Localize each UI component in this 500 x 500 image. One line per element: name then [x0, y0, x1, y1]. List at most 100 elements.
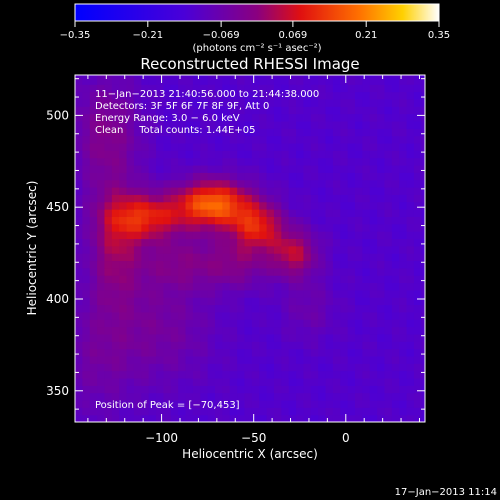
- heatmap-cell: [391, 348, 400, 357]
- heatmap-cell: [192, 216, 201, 225]
- heatmap-cell: [207, 363, 216, 372]
- heatmap-cell: [406, 135, 415, 144]
- heatmap-cell: [222, 297, 231, 306]
- heatmap-cell: [421, 326, 425, 335]
- heatmap-cell: [266, 348, 275, 357]
- heatmap-cell: [413, 333, 422, 342]
- heatmap-cell: [215, 150, 223, 159]
- heatmap-cell: [251, 106, 260, 115]
- heatmap-cell: [421, 260, 425, 269]
- heatmap-cell: [163, 304, 172, 313]
- heatmap-cell: [178, 333, 187, 342]
- heatmap-cell: [148, 194, 157, 203]
- heatmap-cell: [229, 333, 238, 342]
- heatmap-cell: [391, 238, 400, 247]
- heatmap-cell: [89, 216, 98, 225]
- heatmap-cell: [82, 341, 91, 350]
- heatmap-cell: [215, 186, 223, 195]
- heatmap-cell: [399, 135, 408, 144]
- observation-info: 11−Jan−2013 21:40:56.000 to 21:44:38.000…: [95, 89, 319, 136]
- heatmap-cell: [170, 238, 179, 247]
- heatmap-cell: [281, 150, 290, 159]
- heatmap-cell: [75, 91, 83, 100]
- heatmap-cell: [111, 333, 120, 342]
- heatmap-cell: [163, 238, 172, 247]
- heatmap-cell: [82, 267, 91, 276]
- heatmap-cell: [141, 407, 150, 416]
- footer-timestamp: 17−Jan−2013 11:14: [395, 487, 497, 498]
- heatmap-cell: [421, 245, 425, 254]
- heatmap-cell: [332, 392, 341, 401]
- heatmap-cell: [215, 399, 223, 408]
- heatmap-cell: [89, 106, 98, 115]
- heatmap-cell: [347, 164, 356, 173]
- heatmap-cell: [288, 84, 297, 93]
- heatmap-cell: [111, 238, 120, 247]
- heatmap-cell: [97, 289, 106, 298]
- heatmap-cell: [340, 392, 349, 401]
- heatmap-cell: [185, 194, 194, 203]
- heatmap-cell: [244, 91, 253, 100]
- heatmap-cell: [156, 333, 165, 342]
- heatmap-cell: [296, 142, 305, 151]
- heatmap-cell: [332, 341, 341, 350]
- heatmap-cell: [347, 385, 356, 394]
- heatmap-cell: [340, 84, 349, 93]
- heatmap-cell: [384, 157, 393, 166]
- heatmap-cell: [200, 106, 209, 115]
- heatmap-cell: [133, 75, 142, 78]
- heatmap-cell: [156, 399, 165, 408]
- heatmap-cell: [185, 245, 194, 254]
- heatmap-cell: [156, 414, 165, 422]
- heatmap-cell: [229, 164, 238, 173]
- heatmap-cell: [111, 275, 120, 284]
- heatmap-cell: [215, 377, 223, 386]
- heatmap-cell: [207, 179, 216, 188]
- heatmap-cell: [229, 231, 238, 239]
- heatmap-cell: [215, 201, 223, 210]
- heatmap-cell: [369, 311, 378, 320]
- heatmap-cell: [222, 282, 231, 291]
- heatmap-cell: [362, 355, 371, 364]
- heatmap-cell: [237, 297, 246, 306]
- heatmap-cell: [75, 135, 83, 144]
- heatmap-cell: [229, 399, 238, 408]
- heatmap-cell: [377, 223, 386, 232]
- heatmap-cell: [332, 157, 341, 166]
- heatmap-cell: [170, 245, 179, 254]
- heatmap-cell: [362, 245, 371, 254]
- heatmap-cell: [119, 135, 128, 144]
- heatmap-cell: [222, 355, 231, 364]
- heatmap-cell: [347, 98, 356, 107]
- heatmap-cell: [148, 267, 157, 276]
- heatmap-cell: [399, 75, 408, 78]
- heatmap-cell: [222, 326, 231, 335]
- heatmap-cell: [413, 113, 422, 122]
- heatmap-cell: [185, 260, 194, 269]
- heatmap-cell: [259, 172, 268, 181]
- heatmap-cell: [82, 399, 91, 408]
- heatmap-cell: [133, 392, 142, 401]
- heatmap-cell: [340, 414, 349, 422]
- heatmap-cell: [325, 289, 334, 298]
- heatmap-cell: [89, 164, 98, 173]
- heatmap-cell: [406, 245, 415, 254]
- heatmap-cell: [266, 150, 275, 159]
- heatmap-cell: [229, 84, 238, 93]
- heatmap-cell: [119, 297, 128, 306]
- heatmap-cell: [97, 311, 106, 320]
- heatmap-cell: [163, 355, 172, 364]
- heatmap-cell: [259, 98, 268, 107]
- heatmap-cell: [244, 341, 253, 350]
- heatmap-cell: [421, 231, 425, 239]
- heatmap-cell: [421, 297, 425, 306]
- heatmap-cell: [82, 392, 91, 401]
- heatmap-cell: [355, 319, 363, 328]
- heatmap-cell: [325, 370, 334, 379]
- heatmap-cell: [377, 363, 386, 372]
- heatmap-cell: [185, 282, 194, 291]
- heatmap-cell: [89, 98, 98, 107]
- heatmap-cell: [296, 304, 305, 313]
- heatmap-cell: [222, 370, 231, 379]
- heatmap-cell: [355, 76, 363, 85]
